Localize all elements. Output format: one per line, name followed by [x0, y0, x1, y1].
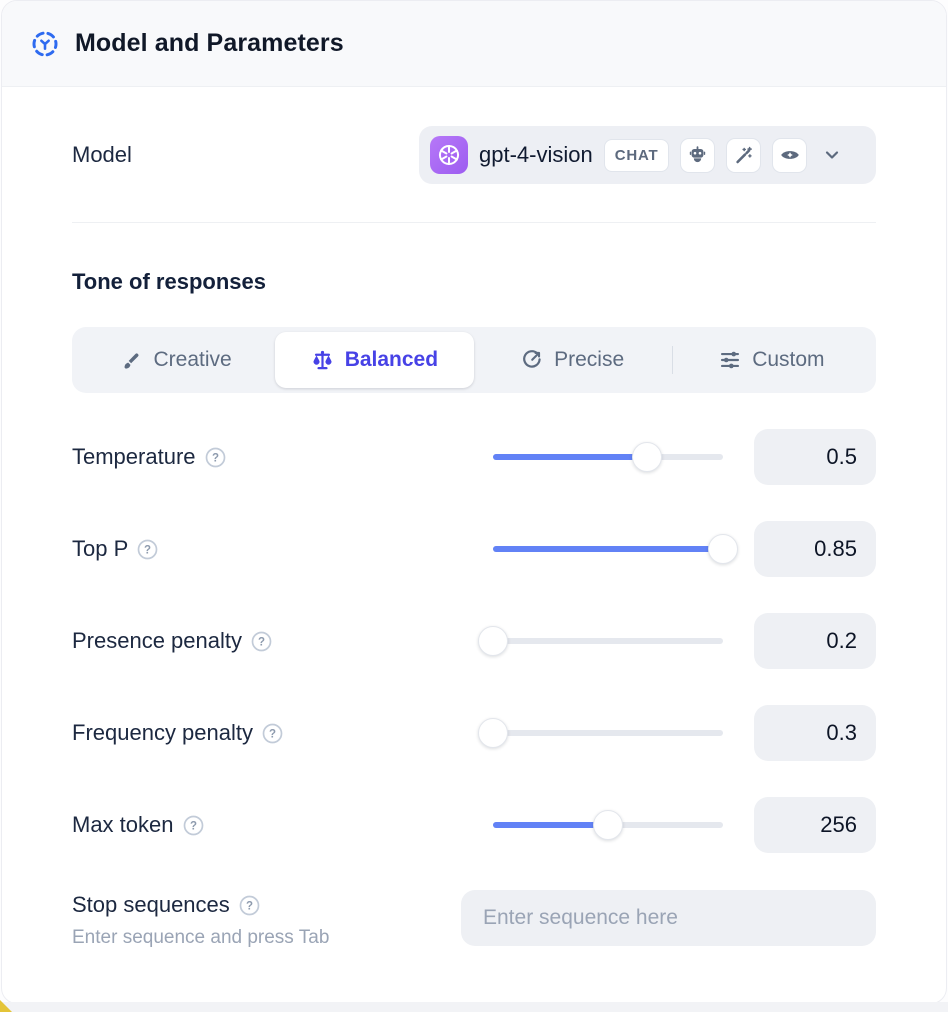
tone-option-precise[interactable]: Precise: [474, 332, 672, 388]
sliders-icon: [721, 351, 740, 369]
tone-option-label: Creative: [153, 348, 232, 371]
segment-divider: [671, 346, 673, 374]
tone-option-label: Custom: [752, 348, 825, 371]
openai-logo: [430, 136, 468, 174]
svg-text:?: ?: [269, 728, 276, 740]
param-row-temperature: Temperature ? 0.5: [72, 429, 876, 485]
svg-text:?: ?: [212, 452, 219, 464]
stop-sequences-label: Stop sequences: [72, 892, 230, 917]
stop-sequence-input[interactable]: [461, 890, 876, 946]
tone-segmented-control: Creative Balanced Pre: [72, 327, 876, 393]
chat-type-badge: CHAT: [603, 138, 670, 172]
svg-text:?: ?: [144, 544, 151, 556]
stop-sequences-row: Stop sequences ? Enter sequence and pres…: [72, 890, 876, 949]
help-icon[interactable]: ?: [262, 723, 283, 744]
help-icon[interactable]: ?: [137, 539, 158, 560]
help-icon[interactable]: ?: [183, 815, 204, 836]
svg-text:?: ?: [189, 820, 196, 832]
temperature-value: 0.5: [754, 429, 876, 485]
panel-header: Model and Parameters: [2, 1, 946, 87]
frequency-penalty-slider[interactable]: [478, 718, 723, 748]
model-hub-icon: [32, 31, 58, 56]
background-corner-accent: [0, 1000, 12, 1012]
slider-thumb[interactable]: [632, 442, 663, 472]
panel-title: Model and Parameters: [75, 29, 344, 57]
slider-fill: [493, 822, 608, 828]
slider-fill: [493, 546, 723, 552]
help-icon[interactable]: ?: [239, 895, 260, 916]
slider-thumb[interactable]: [478, 626, 508, 656]
eye-icon: [772, 137, 808, 173]
param-label: Temperature: [72, 444, 196, 469]
page-bottom-strip: [0, 1002, 948, 1012]
param-row-presence-penalty: Presence penalty ? 0.2: [72, 613, 876, 669]
max-token-value: 256: [754, 797, 876, 853]
param-label: Top P: [72, 536, 129, 561]
tone-option-label: Precise: [554, 348, 625, 371]
model-label: Model: [72, 142, 132, 167]
tone-option-custom[interactable]: Custom: [673, 332, 871, 388]
param-label: Presence penalty: [72, 628, 242, 653]
tone-option-creative[interactable]: Creative: [77, 332, 275, 388]
svg-text:?: ?: [246, 900, 253, 912]
slider-fill: [493, 454, 648, 460]
slider-thumb[interactable]: [593, 810, 623, 840]
top-p-value: 0.85: [754, 521, 876, 577]
svg-text:?: ?: [258, 636, 265, 648]
param-row-top-p: Top P ? 0.85: [72, 521, 876, 577]
slider-thumb[interactable]: [708, 534, 738, 564]
chevron-down-icon: [822, 145, 842, 165]
robot-icon: [680, 137, 716, 173]
balance-scale-icon: [313, 350, 332, 369]
help-icon[interactable]: ?: [251, 631, 272, 652]
magic-wand-icon: [726, 137, 762, 173]
max-token-slider[interactable]: [493, 810, 723, 840]
selected-model-name: gpt-4-vision: [479, 142, 593, 167]
temperature-slider[interactable]: [493, 442, 723, 472]
model-row: Model gpt-4-vision CH: [72, 126, 876, 184]
param-row-max-token: Max token ? 256: [72, 797, 876, 853]
param-label: Max token: [72, 812, 174, 837]
target-icon: [523, 350, 541, 368]
stop-sequences-helper: Enter sequence and press Tab: [72, 927, 330, 948]
tone-option-balanced[interactable]: Balanced: [275, 332, 474, 388]
model-select-dropdown[interactable]: gpt-4-vision CHAT: [419, 126, 876, 184]
paintbrush-icon: [124, 353, 138, 369]
section-divider: [72, 222, 876, 223]
help-icon[interactable]: ?: [205, 447, 226, 468]
tone-option-label: Balanced: [344, 348, 439, 371]
tone-heading: Tone of responses: [72, 269, 266, 294]
param-label: Frequency penalty: [72, 720, 253, 745]
frequency-penalty-value: 0.3: [754, 705, 876, 761]
presence-penalty-value: 0.2: [754, 613, 876, 669]
top-p-slider[interactable]: [493, 534, 738, 564]
presence-penalty-slider[interactable]: [478, 626, 723, 656]
slider-thumb[interactable]: [478, 718, 508, 748]
param-row-frequency-penalty: Frequency penalty ? 0.3: [72, 705, 876, 761]
